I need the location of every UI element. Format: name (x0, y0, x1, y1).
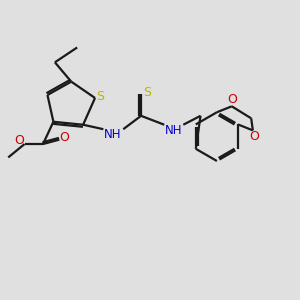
Text: O: O (249, 130, 259, 143)
Text: O: O (14, 134, 24, 147)
Text: S: S (96, 90, 104, 103)
Text: O: O (228, 93, 238, 106)
Text: O: O (59, 131, 69, 144)
Text: S: S (144, 86, 152, 99)
Text: NH: NH (164, 124, 182, 137)
Text: NH: NH (104, 128, 122, 141)
